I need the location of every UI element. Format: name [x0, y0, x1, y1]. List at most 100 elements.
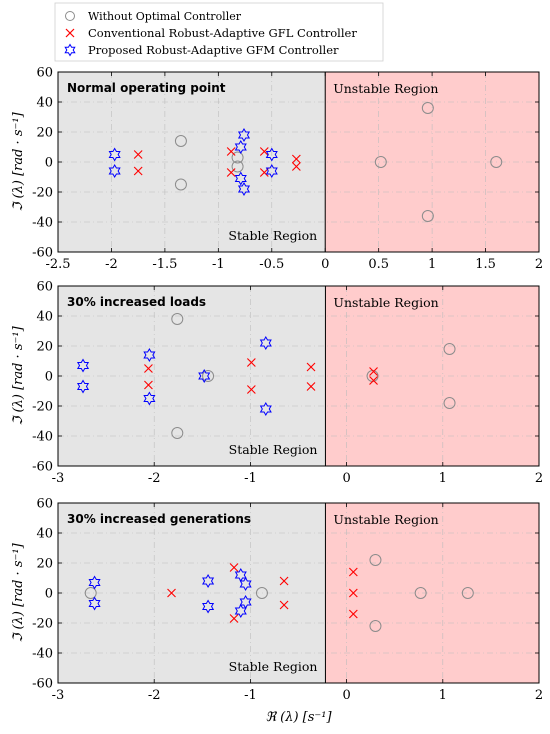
y-tick-label: -20	[32, 400, 53, 415]
legend-label-without-controller: Without Optimal Controller	[88, 10, 242, 23]
x-tick-label: 0	[342, 688, 350, 703]
x-tick-label: -2	[148, 688, 161, 703]
eigenvalue-gfm-controller	[237, 128, 251, 142]
stable-region-label: Stable Region	[229, 659, 318, 674]
y-axis-label: ℑ (λ) [rad · s⁻¹]	[11, 111, 26, 211]
unstable-region-label: Unstable Region	[333, 512, 438, 527]
panel-1: -2.5 -2 -1.5 -1 -0.5 0 0.5 1 1.5 2 -60 -40 -20 0 20 40 6…	[11, 66, 543, 273]
eigenvalue-without-controller	[171, 313, 184, 325]
x-tick-label: 1.5	[475, 257, 496, 272]
stable-region-label: Stable Region	[229, 442, 318, 457]
eigenvalue-without-controller	[255, 587, 268, 599]
legend-label-gfm-controller: Proposed Robust-Adaptive GFM Controller	[88, 43, 339, 57]
x-tick-label: -2.5	[45, 257, 70, 272]
y-axis-label: ℑ (λ) [rad · s⁻¹]	[11, 325, 26, 425]
y-tick-label: 60	[36, 66, 53, 81]
eigenvalue-gfl-controller	[133, 166, 143, 176]
legend: Without Optimal Controller Conventional …	[54, 2, 384, 62]
y-tick-label: -40	[32, 430, 53, 445]
x-tick-label: -2	[148, 471, 161, 486]
x-tick-label: -3	[52, 471, 65, 486]
eigenvalue-gfm-controller	[239, 577, 252, 591]
x-tick-label: 1	[428, 257, 436, 272]
eigenvalue-gfm-controller	[234, 171, 247, 186]
eigenvalue-without-controller	[171, 427, 184, 439]
panel-title: 30% increased loads	[67, 295, 206, 309]
eigenvalue-without-controller	[174, 178, 187, 191]
eigenvalue-gfl-controller	[291, 154, 301, 164]
eigenvalue-gfl-controller	[226, 147, 236, 156]
eigenvalue-gfl-controller	[144, 364, 153, 373]
eigenvalue-gfl-controller	[348, 567, 358, 577]
eigenvalue-gfm-controller	[234, 140, 247, 154]
legend-hexagram-marker	[64, 43, 76, 57]
legend-label-gfl-controller: Conventional Robust-Adaptive GFL Control…	[88, 26, 357, 40]
y-tick-label: 20	[36, 340, 53, 355]
x-tick-label: 2	[535, 257, 543, 272]
y-tick-label: -40	[32, 216, 53, 231]
y-tick-label: 20	[36, 557, 53, 572]
eigenvalue-without-controller	[414, 587, 427, 599]
eigenvalue-without-controller	[369, 620, 382, 632]
eigenvalue-gfm-controller	[265, 147, 278, 162]
y-tick-label: 60	[36, 280, 53, 295]
x-tick-label: -1.5	[152, 257, 177, 272]
eigenvalue-gfm-controller	[198, 369, 211, 383]
eigenvalue-without-controller	[461, 587, 474, 599]
x-axis-label: ℜ (λ) [s⁻¹]	[265, 710, 332, 725]
y-tick-label: -60	[32, 246, 53, 261]
panel-title: 30% increased generations	[67, 512, 251, 526]
x-tick-label: -2	[105, 257, 118, 272]
eigenvalue-gfm-controller	[88, 596, 101, 611]
x-tick-label: 0	[342, 471, 350, 486]
eigenvalue-without-controller	[443, 343, 456, 355]
eigenvalue-without-controller	[374, 156, 387, 168]
x-tick-label: 1	[439, 471, 447, 486]
eigenvalue-without-controller	[202, 370, 215, 382]
eigenvalue-gfl-controller	[279, 600, 289, 610]
eigenvalue-gfm-controller	[143, 348, 156, 362]
eigenvalue-gfm-controller	[143, 391, 156, 406]
eigenvalue-gfl-controller	[246, 358, 256, 367]
eigenvalue-without-controller	[231, 151, 244, 164]
y-axis-label: ℑ (λ) [rad · s⁻¹]	[11, 542, 26, 642]
eigenvalue-without-controller	[421, 210, 434, 222]
eigenvalue-without-controller	[490, 156, 503, 168]
y-tick-label: 60	[36, 497, 53, 512]
eigenvalue-gfm-controller	[202, 574, 215, 588]
x-tick-label: -0.5	[259, 257, 284, 272]
eigenvalue-gfm-controller	[202, 599, 215, 614]
eigenvalue-gfl-controller	[226, 168, 236, 177]
eigenvalue-gfm-controller	[108, 147, 121, 162]
y-tick-label: -40	[32, 647, 53, 662]
eigenvalue-gfm-controller	[76, 358, 90, 373]
y-tick-label: 40	[36, 527, 53, 542]
x-tick-label: -3	[52, 688, 65, 703]
eigenvalue-gfl-controller	[133, 150, 143, 159]
eigenvalue-gfl-controller	[144, 380, 153, 390]
y-tick-label: 40	[36, 96, 53, 111]
panel-3: -3 -2 -1 0 1 2 -60 -40 -20 0 20 40 60 ℑ (λ) [rad · s⁻…	[11, 497, 543, 726]
eigenvalue-gfl-controller	[167, 588, 176, 598]
eigenvalue-gfl-controller	[348, 588, 358, 598]
y-tick-label: 40	[36, 310, 53, 325]
x-tick-label: 2	[535, 688, 543, 703]
eigenvalue-gfm-controller	[237, 182, 251, 196]
eigenvalue-without-controller	[369, 554, 382, 566]
eigenvalue-gfl-controller	[229, 614, 239, 623]
legend-box	[54, 2, 384, 62]
y-tick-label: 0	[45, 370, 53, 385]
eigenvalue-gfm-controller	[259, 402, 272, 416]
eigenvalue-gfm-controller	[259, 336, 272, 350]
y-tick-label: -20	[32, 186, 53, 201]
x-tick-label: 0	[321, 257, 329, 272]
unstable-region-label: Unstable Region	[333, 295, 438, 310]
unstable-region-label: Unstable Region	[333, 81, 438, 96]
eigenvalue-gfm-controller	[88, 575, 101, 590]
x-tick-label: -1	[212, 257, 225, 272]
eigenvalue-gfl-controller	[259, 147, 269, 156]
y-tick-label: 20	[36, 126, 53, 141]
eigenvalue-gfl-controller	[306, 382, 316, 391]
x-tick-label: 2	[535, 471, 543, 486]
